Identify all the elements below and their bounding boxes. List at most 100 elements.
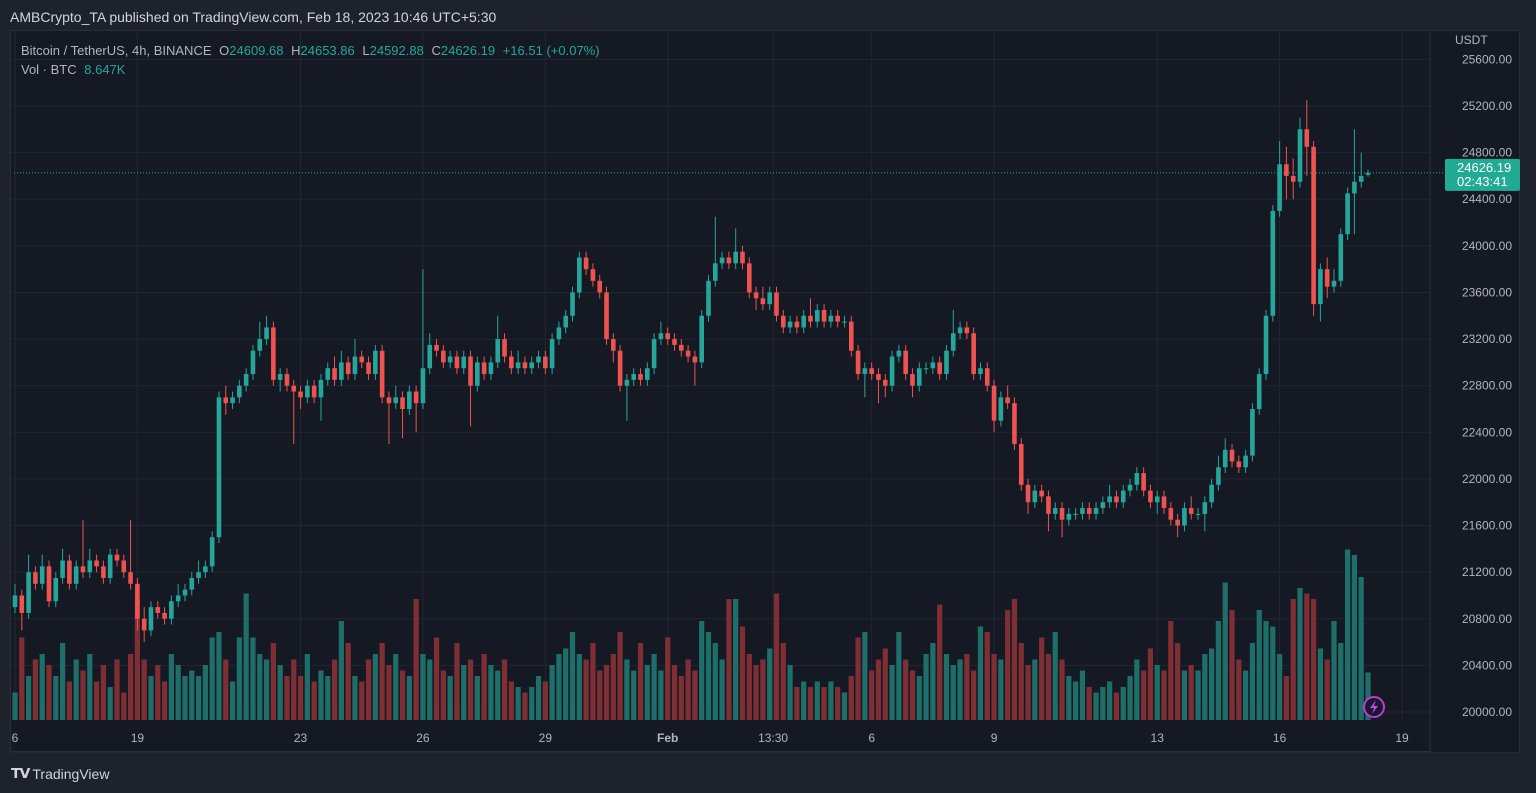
symbol-title[interactable]: Bitcoin / TetherUS, 4h, BINANCE: [21, 43, 212, 58]
candle-body: [352, 356, 358, 375]
volume-bar: [59, 643, 66, 720]
candle-body: [223, 397, 229, 404]
candle-body: [339, 362, 344, 380]
price-axis[interactable]: [1431, 31, 1519, 752]
candle-body: [1100, 502, 1106, 509]
candle-body: [1270, 210, 1276, 316]
volume-bar: [338, 621, 344, 720]
candle-body: [434, 344, 439, 351]
time-tick-label: 13: [1151, 731, 1165, 745]
time-tick-label: 29: [539, 731, 553, 745]
volume-bar: [869, 670, 875, 720]
volume-bar: [733, 599, 739, 720]
candle-body: [277, 374, 283, 380]
volume-bar: [590, 643, 596, 720]
volume-bar: [182, 676, 188, 720]
price-tick-label: 25600.00: [1462, 52, 1512, 66]
candle-body: [529, 362, 535, 369]
price-tick-label: 20800.00: [1462, 612, 1512, 626]
volume-bar: [773, 593, 780, 720]
candle-body: [753, 292, 759, 299]
volume-bar: [66, 681, 72, 720]
candle-body: [1127, 484, 1133, 491]
volume-bar: [263, 659, 270, 720]
candle-body: [264, 327, 269, 340]
volume-bar: [359, 681, 365, 720]
volume-bar: [440, 670, 446, 720]
candle-body: [1018, 443, 1024, 485]
candle-body: [209, 537, 215, 567]
volume-bar: [216, 632, 222, 720]
volume-bar: [1209, 648, 1215, 720]
time-tick-label: 19: [1395, 731, 1409, 745]
volume-bar: [909, 670, 916, 720]
volume-bar: [875, 659, 882, 720]
volume-bar: [420, 654, 426, 720]
volume-bar: [1256, 610, 1262, 720]
volume-bar: [1311, 599, 1317, 720]
candle-body: [536, 356, 541, 363]
volume-bar: [127, 654, 134, 720]
candle-body: [950, 333, 956, 351]
time-ticks: 6 19 23 26 29 Feb 13:30 6 9 13 16 19: [12, 731, 1409, 745]
volume-bar: [501, 659, 508, 720]
candle-body: [712, 263, 718, 281]
time-tick-label: 6: [12, 731, 19, 745]
candle-body: [305, 385, 310, 398]
candle-body: [604, 292, 609, 340]
volume-bar: [569, 632, 576, 720]
candle-body: [1059, 508, 1065, 520]
candle-body: [808, 315, 813, 322]
candle-body: [393, 397, 399, 404]
volume-bar: [651, 654, 657, 720]
price-tick-label: 24800.00: [1462, 146, 1512, 160]
volume-bar: [1229, 610, 1235, 720]
currency-label: USDT: [1455, 33, 1488, 47]
candle-body: [325, 368, 331, 380]
candle-body: [549, 339, 555, 369]
candle-body: [1005, 397, 1010, 404]
volume-bar: [1107, 681, 1113, 720]
volume-bar: [1154, 665, 1160, 720]
candle-body: [39, 566, 45, 584]
volume-bar: [1073, 681, 1079, 720]
volume-bar: [1243, 670, 1249, 720]
candle-body: [882, 379, 888, 386]
candle-body: [1338, 234, 1344, 281]
candle-body: [651, 339, 657, 369]
volume-bar: [121, 692, 127, 720]
volume-bar: [32, 659, 38, 720]
volume-bar: [386, 665, 392, 720]
volume-bar: [454, 643, 460, 720]
volume-title[interactable]: Vol · BTC: [21, 62, 77, 77]
volume-bar: [1263, 621, 1269, 720]
volume-bar: [46, 665, 52, 720]
candle-body: [665, 333, 671, 340]
candle-body: [345, 362, 351, 375]
candle-body: [645, 368, 650, 380]
candle-body: [1216, 467, 1221, 485]
volume-bar: [175, 665, 181, 720]
candle-body: [1222, 449, 1228, 468]
volume-bar: [1066, 676, 1072, 720]
candle-body: [73, 566, 79, 584]
time-tick-label: 26: [416, 731, 430, 745]
volume-bar: [542, 681, 548, 720]
time-tick-label: 9: [991, 731, 998, 745]
volume-bar: [73, 659, 79, 720]
volume-bar: [1086, 687, 1092, 720]
lightning-icon[interactable]: [1363, 696, 1385, 718]
volume-bar: [1290, 599, 1296, 720]
tradingview-logo[interactable]: 𝗧𝗩 TradingView: [11, 765, 109, 782]
publisher-caption: AMBCrypto_TA published on TradingView.co…: [10, 9, 497, 25]
high-value: 24653.86: [300, 43, 355, 58]
volume-bar: [678, 676, 684, 720]
volume-bar: [270, 643, 276, 720]
time-tick-label: 16: [1273, 731, 1287, 745]
candle-body: [916, 368, 922, 386]
candle-body: [556, 327, 562, 340]
candle-body: [570, 292, 575, 316]
volume-bar: [807, 687, 814, 720]
volume-bar: [372, 654, 378, 720]
